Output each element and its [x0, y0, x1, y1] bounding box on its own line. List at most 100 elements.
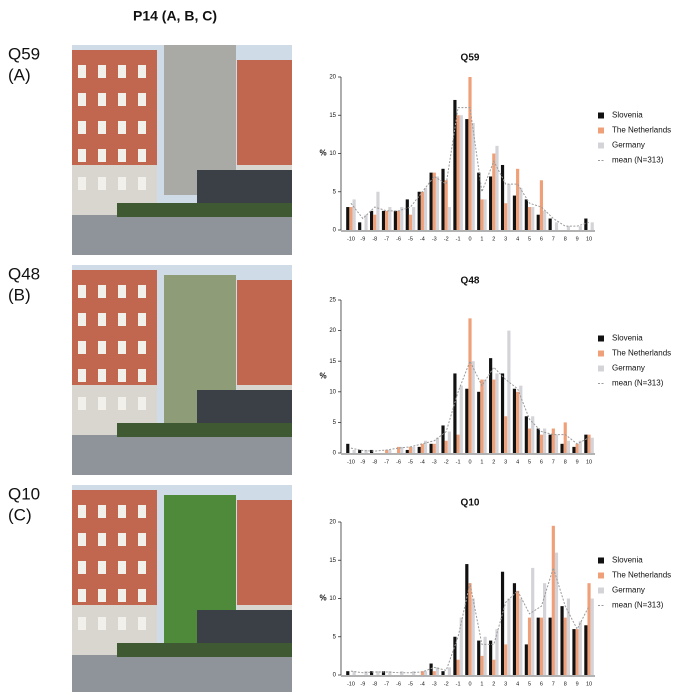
bar — [483, 199, 487, 230]
legend-swatch — [598, 572, 604, 579]
bar — [429, 443, 433, 453]
photo-building-right — [237, 500, 292, 610]
photo-window — [118, 65, 126, 78]
y-tick-label: 10 — [329, 596, 336, 602]
x-tick-label: 9 — [576, 236, 579, 242]
chart-title: Q59 — [461, 53, 480, 64]
photo-window — [78, 561, 86, 574]
bar — [500, 571, 505, 675]
x-tick-label: -5 — [408, 681, 413, 687]
bar — [423, 187, 428, 230]
bar — [429, 172, 433, 230]
photo-window — [118, 121, 126, 134]
bar — [346, 443, 350, 453]
photo-window — [98, 93, 106, 106]
bar — [500, 164, 505, 230]
bar — [444, 440, 448, 453]
x-tick-label: 0 — [468, 459, 471, 465]
x-tick-label: 5 — [528, 236, 531, 242]
y-tick-label: 25 — [329, 298, 336, 304]
bar — [453, 99, 457, 230]
photo-window — [138, 121, 146, 134]
bar — [519, 385, 523, 453]
photo-window — [138, 313, 146, 326]
legend-label: Germany — [612, 364, 645, 373]
bar — [358, 449, 362, 453]
x-tick-label: -2 — [444, 681, 449, 687]
legend-label: Slovenia — [612, 556, 643, 565]
bar — [435, 437, 440, 453]
photo-window — [118, 617, 126, 630]
photo-window — [78, 397, 86, 410]
bar — [527, 428, 532, 453]
bar — [477, 391, 481, 453]
bar — [590, 598, 594, 675]
bar — [539, 180, 544, 230]
legend-label: The Netherlands — [612, 349, 671, 358]
photo-window — [98, 65, 106, 78]
x-tick-label: -6 — [396, 459, 401, 465]
x-tick-label: -7 — [384, 681, 389, 687]
photo-window — [78, 505, 86, 518]
x-tick-label: 10 — [586, 681, 592, 687]
bar — [492, 379, 496, 453]
bar — [575, 443, 579, 453]
x-tick-label: 4 — [516, 459, 519, 465]
y-axis-label: % — [319, 372, 326, 381]
bar — [566, 440, 570, 453]
y-tick-label: 5 — [333, 420, 337, 426]
x-tick-label: -10 — [347, 236, 355, 242]
x-tick-label: 2 — [492, 681, 495, 687]
photo-window — [78, 65, 86, 78]
bar — [519, 187, 523, 230]
bar — [504, 203, 508, 230]
photo-hedge — [117, 203, 292, 217]
photo-ground — [72, 435, 292, 475]
bar — [480, 655, 484, 675]
bar — [370, 671, 374, 675]
bar — [480, 379, 484, 453]
photo-window — [118, 369, 126, 382]
legend-label: mean (N=313) — [612, 156, 664, 165]
bar — [346, 207, 350, 230]
x-tick-label: -6 — [396, 236, 401, 242]
bar — [480, 199, 484, 230]
bar — [531, 567, 535, 675]
photo-window — [118, 285, 126, 298]
x-tick-label: 7 — [552, 459, 555, 465]
bar — [385, 210, 389, 230]
photo-window — [98, 369, 106, 382]
x-tick-label: 2 — [492, 236, 495, 242]
bar — [489, 176, 493, 230]
bar — [500, 373, 505, 453]
x-tick-label: 0 — [468, 236, 471, 242]
x-tick-label: -3 — [432, 236, 437, 242]
x-tick-label: -8 — [372, 459, 377, 465]
panel-label: (B) — [8, 285, 31, 304]
bar — [349, 207, 353, 230]
bar — [512, 195, 517, 230]
x-tick-label: 7 — [552, 236, 555, 242]
photo-window — [78, 369, 86, 382]
x-tick-label: -6 — [396, 681, 401, 687]
bar — [393, 210, 397, 230]
x-tick-label: -9 — [360, 459, 365, 465]
x-tick-label: -9 — [360, 236, 365, 242]
photo-window — [138, 369, 146, 382]
x-tick-label: 9 — [576, 681, 579, 687]
x-tick-label: -9 — [360, 681, 365, 687]
photo-building-right — [237, 60, 292, 170]
panel-label: Q10 — [8, 484, 40, 503]
x-tick-label: -4 — [420, 459, 425, 465]
bar — [388, 671, 392, 675]
y-tick-label: 15 — [329, 558, 336, 564]
bar — [405, 199, 409, 230]
bar — [444, 180, 448, 230]
photo-window — [78, 121, 86, 134]
panel-label: Q59 — [8, 44, 40, 63]
bar — [551, 428, 555, 453]
photo-window — [138, 285, 146, 298]
legend-swatch — [598, 142, 604, 149]
bar — [429, 663, 433, 675]
bar — [543, 583, 547, 675]
